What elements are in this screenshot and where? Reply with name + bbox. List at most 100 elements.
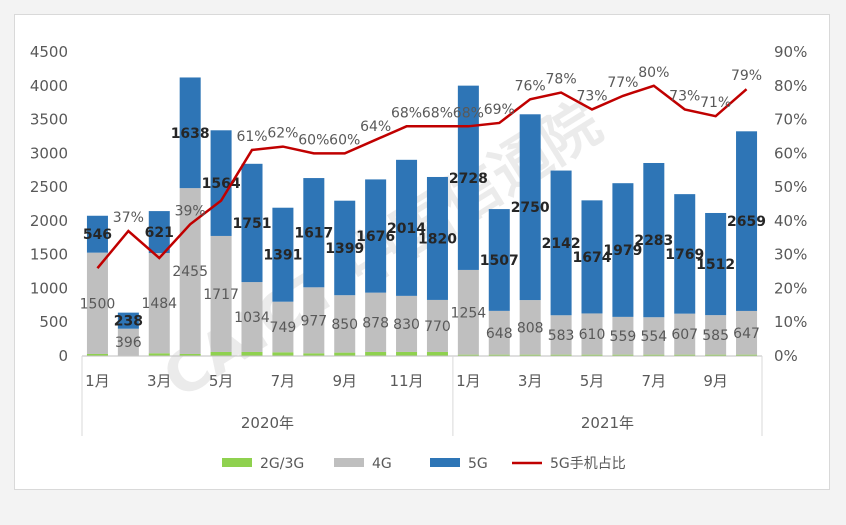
bar-label-4g: 607 (671, 327, 698, 343)
bar-segment (179, 77, 201, 189)
bar-segment (365, 351, 387, 356)
bar-segment (519, 114, 541, 301)
bar-segment (86, 252, 108, 354)
bar-segment (241, 351, 263, 356)
line-point-label: 69% (484, 102, 515, 118)
bar-label-4g: 1254 (451, 305, 487, 321)
bar-segment (396, 159, 418, 296)
bar-label-5g: 546 (83, 227, 112, 243)
bar-segment (612, 316, 634, 355)
x-tick-label: 5月 (209, 372, 234, 390)
bar-label-5g: 621 (145, 225, 174, 241)
bar-segment (303, 353, 325, 356)
bar-segment (488, 310, 510, 355)
bar-segment (210, 351, 232, 356)
line-point-label: 68% (453, 105, 484, 121)
bar-segment (148, 211, 170, 254)
line-point-label: 60% (298, 132, 329, 148)
bar-segment (488, 354, 510, 356)
bar-segment (86, 353, 108, 356)
bar-segment (179, 353, 201, 356)
bar-segment (705, 212, 727, 316)
bar-label-4g: 648 (486, 326, 513, 342)
x-tick-label: 1月 (456, 372, 481, 390)
y-left-tick-label: 1000 (30, 279, 68, 297)
y-left-tick-label: 3000 (30, 144, 68, 162)
bar-segment (643, 354, 665, 356)
bar-segment (365, 292, 387, 352)
bar-segment (457, 85, 479, 270)
y-right-tick-label: 50% (774, 178, 807, 196)
bar-segment (581, 354, 603, 356)
bar-label-5g: 2283 (634, 233, 673, 249)
bar-segment (241, 163, 263, 283)
bar-label-4g: 2455 (172, 264, 208, 280)
bar-label-4g: 1500 (80, 296, 116, 312)
y-right-tick-label: 60% (774, 144, 807, 162)
bar-segment (457, 269, 479, 355)
y-left-tick-label: 0 (58, 347, 68, 365)
line-point-label: 73% (669, 88, 700, 104)
x-tick-label: 3月 (518, 372, 543, 390)
bar-segment (303, 178, 325, 288)
bar-label-4g: 808 (517, 320, 544, 336)
bar-segment (426, 176, 448, 300)
line-point-label: 79% (731, 68, 762, 84)
bar-segment (643, 317, 665, 355)
x-tick-label: 7月 (271, 372, 296, 390)
bar-label-4g: 1034 (234, 310, 270, 326)
bar-segment (272, 352, 294, 356)
line-point-label: 61% (236, 129, 267, 145)
line-point-label: 62% (267, 126, 298, 142)
line-point-label: 64% (360, 119, 391, 135)
bar-label-4g: 583 (548, 328, 575, 344)
bar-label-5g: 2142 (542, 236, 581, 252)
line-point-label: 78% (546, 72, 577, 88)
bar-segment (334, 295, 356, 353)
line-point-label: 68% (422, 105, 453, 121)
legend-swatch (334, 458, 364, 467)
bar-segment (519, 354, 541, 356)
line-point-label: 73% (576, 88, 607, 104)
bar-segment (117, 312, 139, 329)
y-right-tick-label: 30% (774, 246, 807, 264)
x-tick-label: 5月 (580, 372, 605, 390)
year-label: 2021年 (581, 414, 634, 432)
y-left-tick-label: 2000 (30, 212, 68, 230)
y-right-tick-label: 0% (774, 347, 798, 365)
legend-swatch (430, 458, 460, 467)
bar-label-4g: 610 (579, 327, 606, 343)
y-left-tick-label: 500 (39, 313, 68, 331)
bar-label-5g: 1507 (480, 253, 519, 269)
bar-segment (674, 354, 696, 356)
bar-segment (550, 354, 572, 356)
bar-label-5g: 2750 (511, 200, 550, 216)
bar-label-5g: 1564 (202, 176, 241, 192)
x-tick-label: 11月 (389, 372, 423, 390)
bar-segment (674, 313, 696, 355)
x-tick-label: 3月 (147, 372, 172, 390)
y-right-tick-label: 40% (774, 212, 807, 230)
bar-label-4g: 770 (424, 319, 451, 335)
legend-label: 2G/3G (260, 456, 304, 472)
legend-swatch (222, 458, 252, 467)
line-point-label: 76% (515, 78, 546, 94)
bar-label-5g: 2659 (727, 214, 766, 230)
bar-segment (519, 300, 541, 355)
bar-segment (736, 354, 758, 356)
bar-label-4g: 585 (702, 328, 729, 344)
y-right-tick-label: 10% (774, 313, 807, 331)
line-point-label: 60% (329, 132, 360, 148)
bar-label-5g: 2014 (387, 221, 426, 237)
line-point-label: 39% (175, 203, 206, 219)
bar-label-5g: 1674 (573, 250, 612, 266)
bar-label-5g: 2728 (449, 171, 488, 187)
y-left-tick-label: 3500 (30, 111, 68, 129)
line-point-label: 77% (607, 75, 638, 91)
bar-label-4g: 878 (362, 315, 389, 331)
bar-label-5g: 1979 (603, 243, 642, 259)
bar-label-5g: 1638 (171, 126, 210, 142)
bar-label-4g: 396 (115, 335, 142, 351)
bar-segment (612, 354, 634, 356)
bar-segment (210, 235, 232, 352)
